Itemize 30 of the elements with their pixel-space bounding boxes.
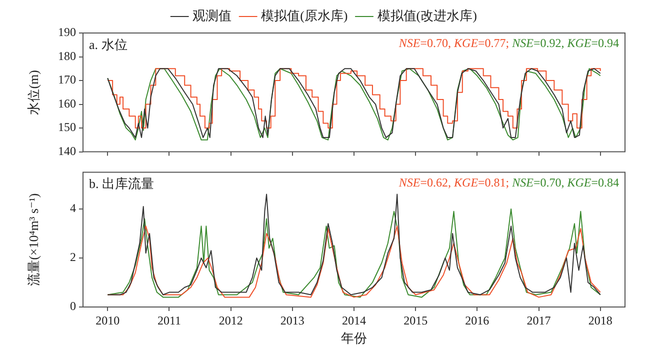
annotation: NSE=0.70, KGE=0.77; [398,36,510,50]
legend-label: 观测值 [192,8,232,23]
y-tick-label: 0 [70,299,76,314]
annotation: NSE=0.62, KGE=0.81; [398,175,510,190]
x-tick-label: 2015 [404,313,428,328]
y-axis-title: 水位(m) [26,70,42,115]
y-tick-label: 190 [58,25,76,40]
x-tick-label: 2018 [588,313,612,328]
x-tick-label: 2014 [342,313,366,328]
x-tick-label: 2016 [465,313,490,328]
y-tick-label: 180 [58,48,76,63]
y-tick-label: 150 [58,120,76,134]
annotation: NSE=0.70, KGE=0.84 [511,175,620,190]
legend-label: 模拟值(原水库) [261,8,348,23]
y-tick-label: 140 [58,144,76,158]
chart-title: a. 水位 [89,36,128,52]
x-tick-label: 2013 [280,313,304,328]
x-tick-label: 2012 [218,313,243,328]
y-tick-label: 4 [70,201,76,216]
annotation: NSE=0.92, KGE=0.94 [511,36,620,50]
x-tick-label: 2017 [526,313,551,328]
x-tick-label: 2010 [96,313,120,328]
y-tick-label: 170 [58,72,76,87]
y-tick-label: 2 [70,250,76,264]
x-tick-label: 2011 [157,313,182,328]
legend-label: 模拟值(改进水库) [377,8,477,23]
y-axis-title: 流量(×10⁴m³ s⁻¹) [26,193,42,286]
x-axis-title: 年份 [341,330,367,346]
y-tick-label: 160 [58,96,76,110]
chart-title: b. 出库流量 [89,176,154,192]
